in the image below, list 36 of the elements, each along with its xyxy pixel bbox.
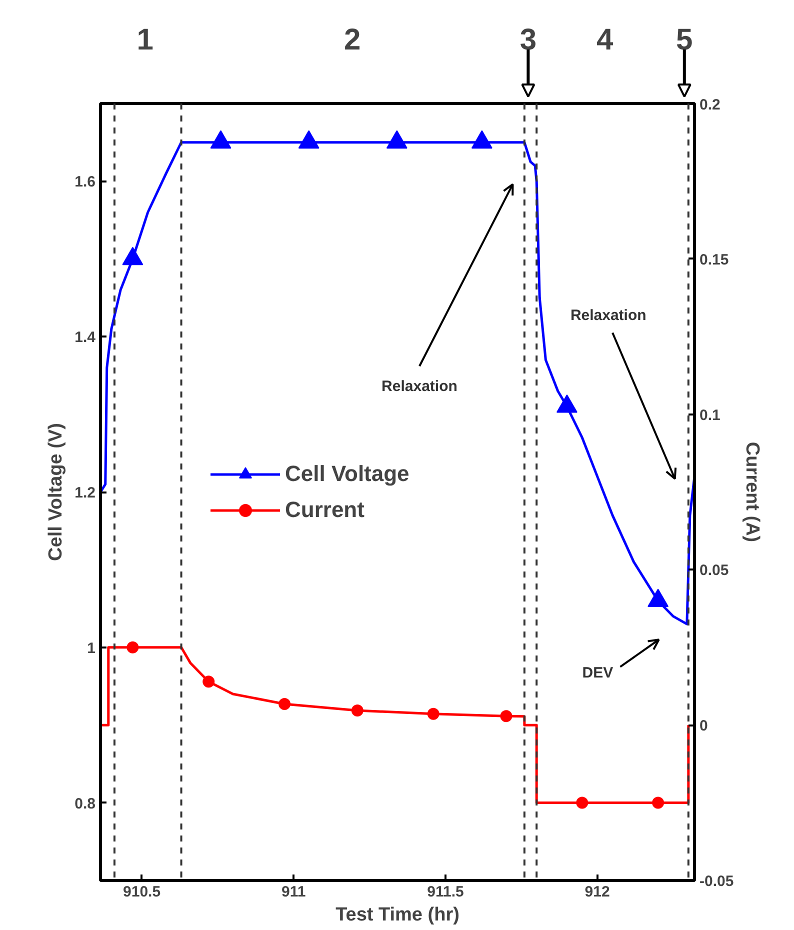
y2-tick-label: 0.15 xyxy=(700,251,729,268)
y-tick-label: 0.8 xyxy=(74,795,96,812)
point xyxy=(652,796,664,809)
point xyxy=(427,708,440,720)
y2-tick-label: 0 xyxy=(700,718,708,735)
point xyxy=(126,641,139,654)
annotation: DEV xyxy=(582,664,614,682)
text: 3 xyxy=(520,24,537,56)
x-tick-label: 911 xyxy=(282,884,306,900)
y-tick-label: 1 xyxy=(87,640,96,657)
y2-tick-label: -0.05 xyxy=(700,873,734,890)
point xyxy=(576,796,588,809)
annotation: Relaxation xyxy=(570,307,646,324)
text: 2 xyxy=(344,24,361,56)
y-tick-label: 1.2 xyxy=(74,484,96,502)
text: 1 xyxy=(136,24,154,56)
point xyxy=(278,698,291,710)
y2-tick-label: 0.2 xyxy=(700,96,720,114)
y-tick-label: 1.4 xyxy=(74,329,96,346)
x-tick-label: 911.5 xyxy=(427,884,464,900)
y-axis-title: Cell Voltage (V) xyxy=(46,423,67,561)
point xyxy=(500,710,512,722)
y2-tick-label: 0.1 xyxy=(700,406,720,424)
y2-tick-label: 0.05 xyxy=(700,562,729,580)
text: 4 xyxy=(596,24,614,56)
point xyxy=(351,704,364,716)
x-tick-label: 910.5 xyxy=(123,884,161,900)
annotation: Relaxation xyxy=(382,378,458,395)
x-tick-label: 912 xyxy=(584,884,610,900)
legend-label: Cell Voltage xyxy=(285,460,410,486)
y2-axis-title: Current (A) xyxy=(742,442,763,542)
x-axis-title: Test Time (hr) xyxy=(336,904,460,926)
y-tick-label: 1.6 xyxy=(74,174,96,191)
text: 5 xyxy=(676,24,693,56)
point xyxy=(202,676,215,688)
legend-label: Current xyxy=(285,496,364,522)
